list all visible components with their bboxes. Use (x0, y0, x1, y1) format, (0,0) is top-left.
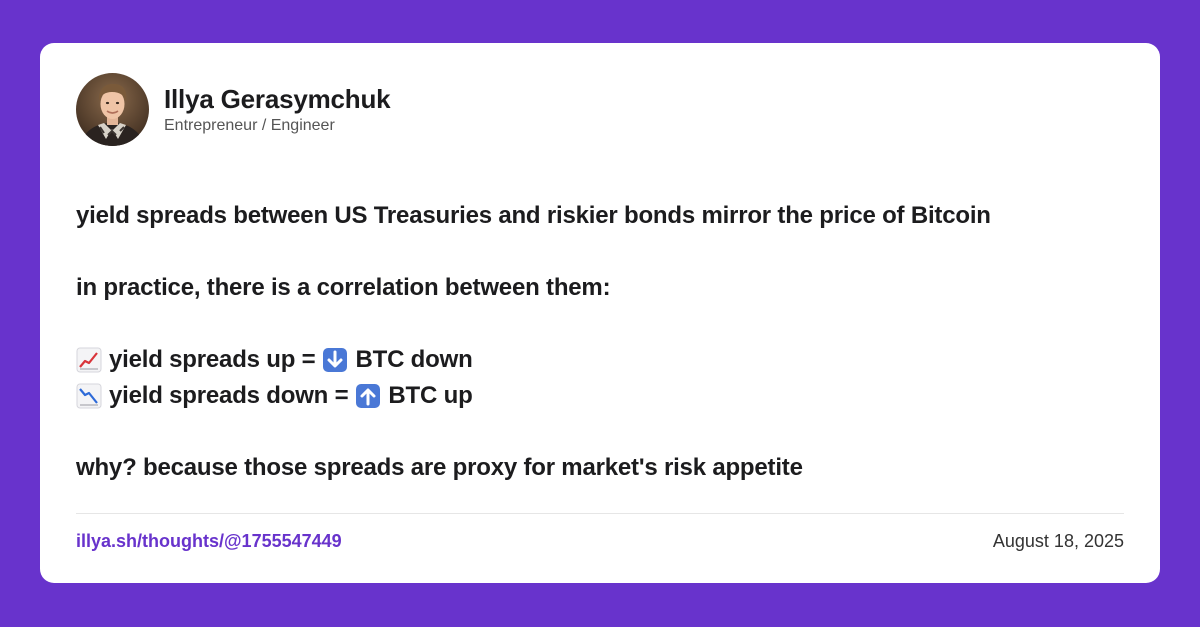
spreads-up-text: yield spreads up = (109, 346, 316, 373)
author-name: Illya Gerasymchuk (164, 83, 391, 114)
btc-up-text: BTC up (388, 382, 473, 409)
footer-divider (76, 513, 1124, 514)
post-line: in practice, there is a correlation betw… (76, 274, 611, 301)
btc-down-text: BTC down (355, 346, 473, 373)
post-body: yield spreads between US Treasuries and … (76, 198, 1126, 486)
post-line: yield spreads between US Treasuries and … (76, 202, 991, 229)
post-date: August 18, 2025 (992, 531, 1124, 551)
post-line: why? because those spreads are proxy for… (76, 454, 803, 481)
spreads-down-text: yield spreads down = (109, 382, 349, 409)
author-header: Illya Gerasymchuk Entrepreneur / Enginee… (76, 73, 391, 146)
post-line-spreads-up: yield spreads up = BTC down (76, 342, 1126, 378)
post-permalink[interactable]: illya.sh/thoughts/@1755547449 (76, 531, 342, 551)
post-line-spreads-down: yield spreads down = BTC up (76, 378, 1126, 414)
profile-photo-icon (76, 73, 149, 146)
author-role: Entrepreneur / Engineer (164, 116, 335, 134)
avatar (76, 73, 149, 146)
chart-decreasing-icon (76, 383, 102, 409)
chart-increasing-icon (76, 347, 102, 373)
up-arrow-icon (356, 384, 381, 408)
down-arrow-icon (323, 348, 348, 372)
post-card: Illya Gerasymchuk Entrepreneur / Enginee… (40, 43, 1160, 583)
